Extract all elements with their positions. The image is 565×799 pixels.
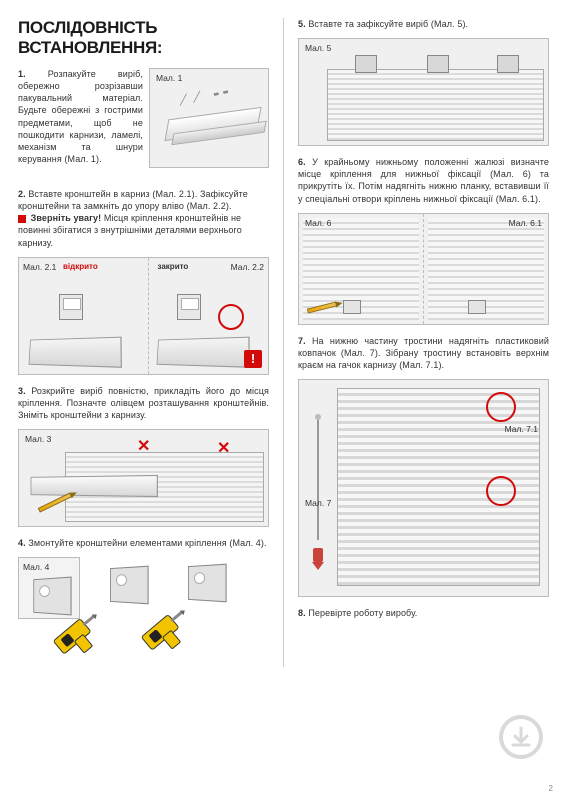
column-divider [283,18,284,667]
step-2-text: 2. Вставте кронштейн в карниз (Мал. 2.1)… [18,188,269,249]
bracket-closed-icon [177,294,201,320]
bracket-4b-icon [110,566,149,605]
detail-circle-icon [486,476,516,506]
figure-1: Мал. 1 ⟋⟋ ⁃⁃ [149,68,269,168]
fig-21-label: Мал. 2.1 [23,262,56,272]
fig-22-label: Мал. 2.2 [231,262,264,272]
fig-7-label: Мал. 7 [305,498,331,508]
drill-icon [137,602,196,657]
fig-71-label: Мал. 7.1 [505,424,538,434]
x-mark-icon: ✕ [137,436,151,450]
figure-5: Мал. 5 [298,38,549,146]
fig-3-label: Мал. 3 [25,434,51,444]
bottom-clip-icon [468,300,486,314]
step-5-text: 5. Вставте та зафіксуйте виріб (Мал. 5). [298,18,549,30]
fig-6-label: Мал. 6 [305,218,331,228]
mount-bracket-icon [497,55,519,73]
figure-3: Мал. 3 ✕ ✕ [18,429,269,527]
bracket-4-icon [33,577,71,616]
figure-7: Мал. 7 Мал. 7.1 [298,379,549,597]
bracket-open-icon [59,294,83,320]
open-label: відкрито [63,262,98,271]
warning-square-icon [18,215,26,223]
page-number: 2 [549,784,553,793]
detail-circle-icon [218,304,244,330]
figure-6: Мал. 6 Мал. 6.1 [298,213,549,325]
screws-icon: ⟋⟋ ⁃⁃ [177,81,234,109]
mount-bracket-icon [355,55,377,73]
detail-circle-icon [486,392,516,422]
download-arrow-icon [499,715,543,759]
figure-4: Мал. 4 [18,557,269,657]
rail-3 [31,475,158,497]
bottom-clip-icon [343,300,361,314]
wand-cap-icon [313,548,323,562]
blinds-5 [327,69,544,141]
fig-61-label: Мал. 6.1 [509,218,542,228]
closed-label: закрито [157,262,188,271]
step-1-text: 1. Розпакуйте виріб, обережно розрізавши… [18,68,143,165]
fig-5-label: Мал. 5 [305,43,331,53]
left-column: ПОСЛІДОВНІСТЬ ВСТАНОВЛЕННЯ: 1. Розпакуйт… [18,18,269,667]
rail-2-right [157,336,250,367]
right-column: 5. Вставте та зафіксуйте виріб (Мал. 5).… [298,18,549,667]
step-6-text: 6. У крайньому нижньому положенні жалюзі… [298,156,549,205]
wand-icon [317,420,319,540]
blinds-6-right [428,218,544,320]
mount-bracket-icon [427,55,449,73]
x-mark-icon: ✕ [217,438,231,452]
fig-1-label: Мал. 1 [156,73,182,83]
warning-badge-icon: ! [244,350,262,368]
bracket-4c-icon [188,564,227,603]
step-3-text: 3. Розкрийте виріб повністю, прикладіть … [18,385,269,421]
rail-2-left [29,336,122,367]
instruction-page: ПОСЛІДОВНІСТЬ ВСТАНОВЛЕННЯ: 1. Розпакуйт… [0,0,565,677]
fig-4-label: Мал. 4 [23,562,49,572]
figure-2: Мал. 2.1 відкрито закрито Мал. 2.2 ! [18,257,269,375]
step-7-text: 7. На нижню частину тростини надягніть п… [298,335,549,371]
page-title: ПОСЛІДОВНІСТЬ ВСТАНОВЛЕННЯ: [18,18,269,58]
step-8-text: 8. Перевірте роботу виробу. [298,607,549,619]
step-4-text: 4. Змонтуйте кронштейни елементами кріпл… [18,537,269,549]
fig-4-box: Мал. 4 [18,557,80,619]
